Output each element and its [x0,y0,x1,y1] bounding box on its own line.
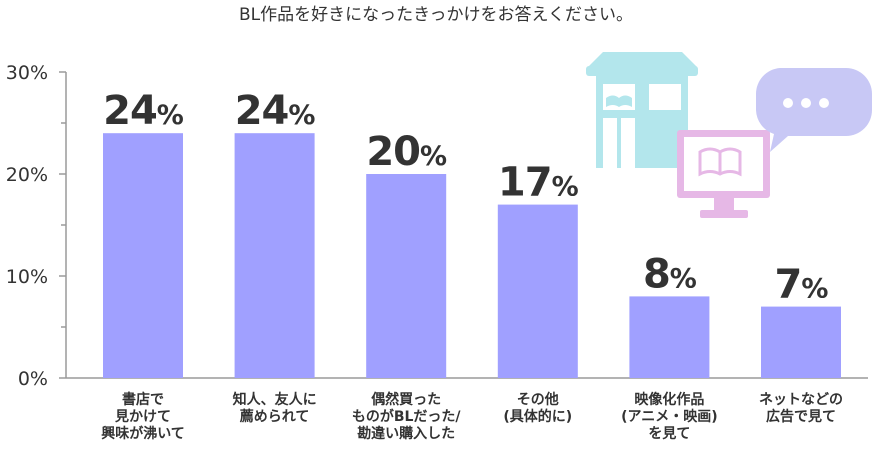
category-label-line: 知人、友人に [233,391,317,408]
category-label-line: (具体的に) [503,408,572,425]
data-label: 7% [775,262,829,308]
data-label: 17% [498,160,579,206]
data-label-unit: % [420,141,447,172]
category-label: 書店で見かけて興味が沸いて [101,391,185,442]
bar [103,133,183,378]
category-label-line: 見かけて [114,409,171,425]
data-label-unit: % [288,100,315,131]
y-axis: 0% 10% 20% 30% [6,62,868,390]
category-label: 偶然買ったものがBLだった/勘違い購入した [352,391,462,442]
bar [366,174,447,378]
category-label: その他(具体的に) [503,391,572,425]
category-label-line: 興味が沸いて [101,425,185,442]
category-label-line: 広告で見て [766,408,836,425]
data-label: 24% [235,88,316,134]
bar [234,133,315,378]
category-label-line: 偶然買った [371,391,441,408]
data-label: 24% [103,88,184,134]
category-label-line: その他 [517,391,559,408]
y-tick-label: 10% [6,266,48,288]
data-label-unit: % [670,263,697,294]
data-label-unit: % [157,100,184,131]
category-label-line: 勘違い購入した [357,425,455,442]
data-labels: 24% 24% 20% 17% 8% 7% [103,88,829,308]
category-label-line: ネットなどの [759,392,843,408]
category-label-line: を見て [648,426,690,442]
speech-bubble-icon [755,68,872,152]
category-label: 知人、友人に薦められて [233,391,317,425]
category-label-line: 薦められて [240,408,310,425]
category-label: 映像化作品(アニメ・映画)を見て [621,391,718,442]
bar [629,296,710,378]
category-label-line: ものがBLだった/ [352,408,462,425]
category-label: ネットなどの広告で見て [759,392,843,425]
data-label-unit: % [801,274,828,305]
bookstore-icon [586,52,698,168]
category-label-line: 書店で [122,391,164,408]
data-label: 8% [643,251,697,297]
data-label: 20% [366,129,447,175]
y-tick-label: 30% [6,62,48,84]
chart-title: BL作品を好きになったきっかけをお答えください。 [239,5,633,25]
monitor-book-icon [677,130,770,218]
y-tick-label: 0% [18,368,48,390]
x-axis-labels: 書店で見かけて興味が沸いて 知人、友人に薦められて 偶然買ったものがBLだった/勘違… [101,391,843,442]
category-label-line: (アニメ・映画) [621,409,718,425]
y-tick-label: 20% [6,164,48,186]
category-label-line: 映像化作品 [634,391,704,408]
bar [761,306,841,378]
bar [497,204,578,378]
bars [103,133,841,378]
data-label-unit: % [552,172,579,203]
